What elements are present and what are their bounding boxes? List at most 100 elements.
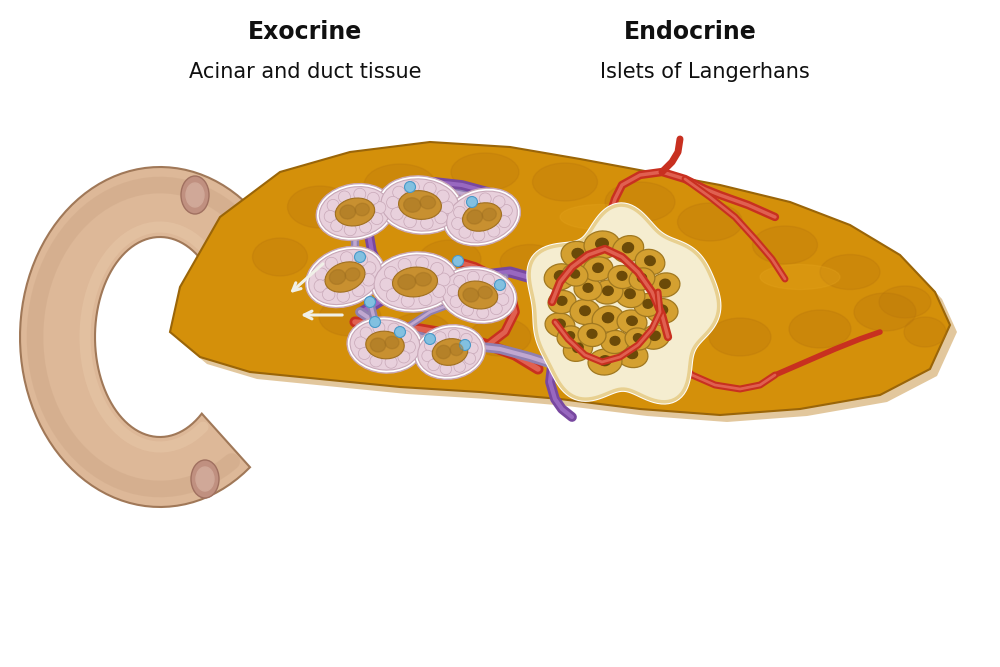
Ellipse shape (565, 331, 575, 340)
Ellipse shape (760, 265, 840, 289)
Ellipse shape (345, 267, 360, 281)
Ellipse shape (374, 255, 456, 309)
Ellipse shape (420, 196, 436, 209)
Ellipse shape (431, 262, 444, 275)
Ellipse shape (370, 317, 380, 327)
Ellipse shape (329, 269, 346, 284)
Ellipse shape (570, 269, 580, 278)
Ellipse shape (616, 342, 648, 368)
Ellipse shape (580, 306, 590, 315)
Ellipse shape (451, 153, 519, 191)
Ellipse shape (494, 279, 506, 291)
Ellipse shape (181, 176, 209, 214)
Ellipse shape (352, 284, 365, 297)
Ellipse shape (601, 330, 629, 354)
Ellipse shape (378, 176, 462, 234)
Ellipse shape (574, 277, 602, 301)
Ellipse shape (371, 252, 459, 312)
Ellipse shape (415, 273, 431, 286)
Ellipse shape (584, 231, 620, 259)
Ellipse shape (854, 293, 916, 331)
Ellipse shape (384, 267, 397, 279)
Ellipse shape (463, 203, 501, 231)
Ellipse shape (309, 249, 381, 305)
Ellipse shape (418, 327, 482, 376)
Ellipse shape (494, 282, 506, 294)
Ellipse shape (441, 201, 453, 213)
Ellipse shape (555, 319, 565, 328)
Ellipse shape (497, 293, 509, 305)
Ellipse shape (605, 182, 675, 222)
Ellipse shape (364, 297, 376, 307)
Ellipse shape (355, 337, 367, 349)
Ellipse shape (440, 364, 452, 375)
Ellipse shape (354, 251, 366, 263)
Ellipse shape (388, 323, 400, 335)
Ellipse shape (544, 263, 576, 290)
Ellipse shape (370, 355, 382, 367)
Ellipse shape (560, 205, 640, 229)
Ellipse shape (660, 279, 670, 288)
Ellipse shape (549, 318, 611, 356)
Ellipse shape (381, 179, 459, 231)
Ellipse shape (562, 264, 588, 286)
Ellipse shape (678, 203, 742, 241)
Ellipse shape (415, 325, 485, 380)
Ellipse shape (433, 285, 446, 297)
Ellipse shape (587, 329, 597, 338)
Ellipse shape (500, 205, 512, 217)
Ellipse shape (364, 164, 436, 206)
Ellipse shape (789, 310, 851, 348)
Ellipse shape (459, 226, 471, 238)
Ellipse shape (450, 344, 463, 356)
Polygon shape (170, 142, 950, 415)
Ellipse shape (904, 317, 946, 347)
Ellipse shape (424, 182, 436, 195)
Ellipse shape (437, 190, 449, 203)
Ellipse shape (432, 339, 468, 366)
Ellipse shape (186, 183, 204, 207)
Ellipse shape (645, 256, 655, 265)
Ellipse shape (467, 271, 479, 283)
Ellipse shape (592, 306, 624, 332)
Ellipse shape (387, 196, 399, 209)
Ellipse shape (325, 262, 365, 292)
Ellipse shape (488, 225, 500, 237)
Ellipse shape (820, 255, 880, 289)
Ellipse shape (608, 265, 636, 289)
Ellipse shape (615, 282, 645, 307)
Ellipse shape (627, 316, 637, 325)
Ellipse shape (452, 255, 464, 267)
Ellipse shape (634, 293, 662, 317)
Ellipse shape (603, 286, 613, 295)
Ellipse shape (570, 299, 600, 325)
Ellipse shape (319, 298, 381, 336)
Ellipse shape (360, 195, 440, 219)
Ellipse shape (633, 334, 643, 342)
Ellipse shape (583, 283, 593, 292)
Ellipse shape (626, 349, 638, 359)
Ellipse shape (324, 210, 336, 222)
Ellipse shape (360, 327, 372, 339)
Ellipse shape (593, 263, 603, 272)
Ellipse shape (428, 359, 439, 371)
Text: Islets of Langerhans: Islets of Langerhans (600, 62, 810, 82)
Ellipse shape (448, 329, 460, 341)
Ellipse shape (629, 320, 691, 358)
Ellipse shape (385, 356, 397, 368)
Ellipse shape (573, 343, 583, 352)
Ellipse shape (478, 286, 492, 299)
Ellipse shape (358, 348, 370, 360)
Ellipse shape (490, 303, 502, 315)
Ellipse shape (473, 229, 485, 241)
Ellipse shape (617, 271, 627, 280)
Ellipse shape (532, 163, 598, 201)
Ellipse shape (350, 320, 420, 370)
Ellipse shape (602, 313, 614, 323)
Ellipse shape (398, 351, 410, 363)
Ellipse shape (444, 188, 520, 246)
Ellipse shape (588, 349, 622, 375)
Ellipse shape (548, 290, 576, 313)
Ellipse shape (404, 197, 421, 212)
Ellipse shape (354, 188, 366, 200)
